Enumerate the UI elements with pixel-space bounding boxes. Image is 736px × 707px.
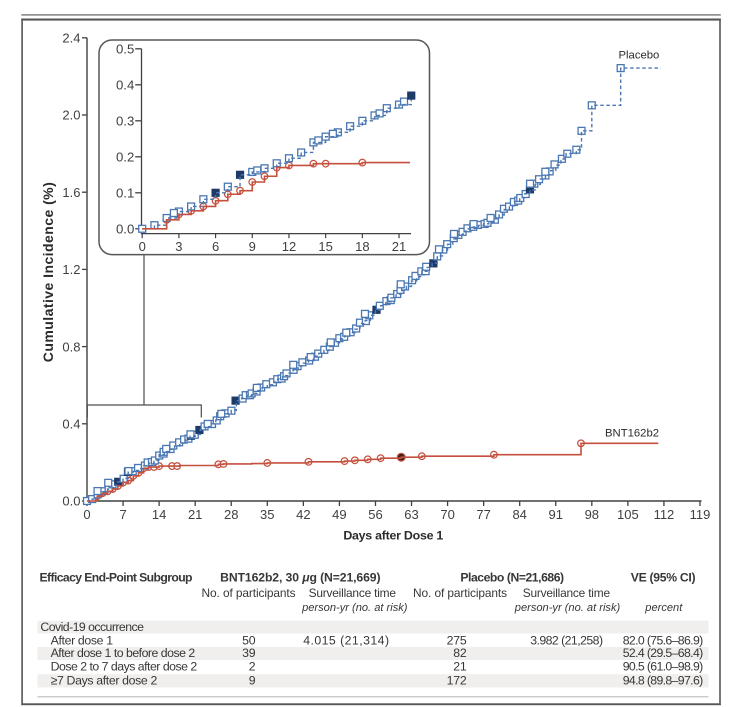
svg-text:7: 7 <box>119 507 126 522</box>
svg-text:0: 0 <box>83 507 90 522</box>
svg-text:1.2: 1.2 <box>62 262 80 277</box>
svg-text:21: 21 <box>188 507 202 522</box>
svg-text:After dose 1: After dose 1 <box>51 634 114 648</box>
svg-text:119: 119 <box>690 507 711 522</box>
svg-text:BNT162b2: BNT162b2 <box>605 428 659 440</box>
svg-text:15: 15 <box>318 239 332 254</box>
svg-text:2: 2 <box>249 659 256 673</box>
svg-text:0.0: 0.0 <box>62 494 80 509</box>
svg-text:112: 112 <box>654 507 675 522</box>
svg-text:90.5 (61.0–98.9): 90.5 (61.0–98.9) <box>623 659 703 673</box>
svg-text:70: 70 <box>440 507 454 522</box>
svg-text:VE (95% CI): VE (95% CI) <box>631 571 696 585</box>
svg-text:Days after Dose 1: Days after Dose 1 <box>343 529 443 543</box>
svg-text:BNT162b2, 30 μg (N=21,669): BNT162b2, 30 μg (N=21,669) <box>220 571 380 585</box>
svg-text:2.0: 2.0 <box>62 108 80 123</box>
svg-text:39: 39 <box>242 646 256 660</box>
svg-text:172: 172 <box>447 673 467 687</box>
svg-text:Placebo: Placebo <box>619 49 660 61</box>
svg-text:77: 77 <box>476 507 490 522</box>
svg-text:0.2: 0.2 <box>116 150 134 165</box>
svg-text:14: 14 <box>152 507 166 522</box>
svg-text:21: 21 <box>392 239 406 254</box>
svg-text:Surveillance time: Surveillance time <box>523 586 611 600</box>
svg-text:49: 49 <box>332 507 346 522</box>
svg-text:82: 82 <box>453 646 467 660</box>
svg-text:94.8 (89.8–97.6): 94.8 (89.8–97.6) <box>623 673 703 687</box>
svg-text:42: 42 <box>296 507 310 522</box>
svg-text:0.4: 0.4 <box>62 417 80 432</box>
svg-text:3: 3 <box>175 239 182 254</box>
svg-text:0.4: 0.4 <box>116 78 134 93</box>
svg-text:percent: percent <box>644 602 683 614</box>
svg-text:0.3: 0.3 <box>116 114 134 129</box>
svg-text:No. of participants: No. of participants <box>413 586 507 600</box>
svg-text:63: 63 <box>404 507 418 522</box>
svg-text:56: 56 <box>368 507 382 522</box>
svg-text:Surveillance time: Surveillance time <box>309 586 397 600</box>
svg-text:Efficacy End-Point Subgroup: Efficacy End-Point Subgroup <box>40 571 193 585</box>
svg-text:84: 84 <box>512 507 526 522</box>
svg-text:0.8: 0.8 <box>62 339 80 354</box>
svg-text:91: 91 <box>549 507 563 522</box>
svg-text:0: 0 <box>139 239 146 254</box>
svg-text:2.4: 2.4 <box>62 31 80 46</box>
svg-text:18: 18 <box>355 239 369 254</box>
svg-text:Cumulative Incidence (%): Cumulative Incidence (%) <box>40 182 56 362</box>
svg-text:4.015 (21,314): 4.015 (21,314) <box>303 634 389 648</box>
svg-text:Covid-19 occurrence: Covid-19 occurrence <box>40 620 144 634</box>
svg-text:21: 21 <box>453 659 467 673</box>
svg-text:1.6: 1.6 <box>62 185 80 200</box>
svg-text:52.4 (29.5–68.4): 52.4 (29.5–68.4) <box>623 646 703 660</box>
svg-text:105: 105 <box>617 507 639 522</box>
svg-text:Dose 2 to 7 days after dose 2: Dose 2 to 7 days after dose 2 <box>51 659 198 673</box>
svg-text:82.0 (75.6–86.9): 82.0 (75.6–86.9) <box>623 634 703 648</box>
svg-text:person-yr (no. at risk): person-yr (no. at risk) <box>301 602 408 614</box>
svg-text:28: 28 <box>224 507 238 522</box>
svg-text:35: 35 <box>260 507 274 522</box>
svg-text:6: 6 <box>212 239 219 254</box>
svg-text:No. of participants: No. of participants <box>202 586 296 600</box>
svg-text:50: 50 <box>242 634 256 648</box>
svg-text:98: 98 <box>585 507 599 522</box>
svg-text:0.0: 0.0 <box>116 222 134 237</box>
svg-text:9: 9 <box>249 239 256 254</box>
svg-text:9: 9 <box>249 673 256 687</box>
svg-text:Placebo (N=21,686): Placebo (N=21,686) <box>460 571 564 585</box>
svg-text:0.5: 0.5 <box>116 42 134 57</box>
svg-text:After dose 1 to before dose 2: After dose 1 to before dose 2 <box>51 646 196 660</box>
svg-text:12: 12 <box>282 239 296 254</box>
svg-text:person-yr (no. at risk): person-yr (no. at risk) <box>514 602 621 614</box>
svg-text:275: 275 <box>447 634 467 648</box>
svg-text:≥7 Days after dose 2: ≥7 Days after dose 2 <box>51 673 158 687</box>
svg-text:3.982 (21,258): 3.982 (21,258) <box>530 634 603 648</box>
svg-text:0.1: 0.1 <box>116 186 134 201</box>
